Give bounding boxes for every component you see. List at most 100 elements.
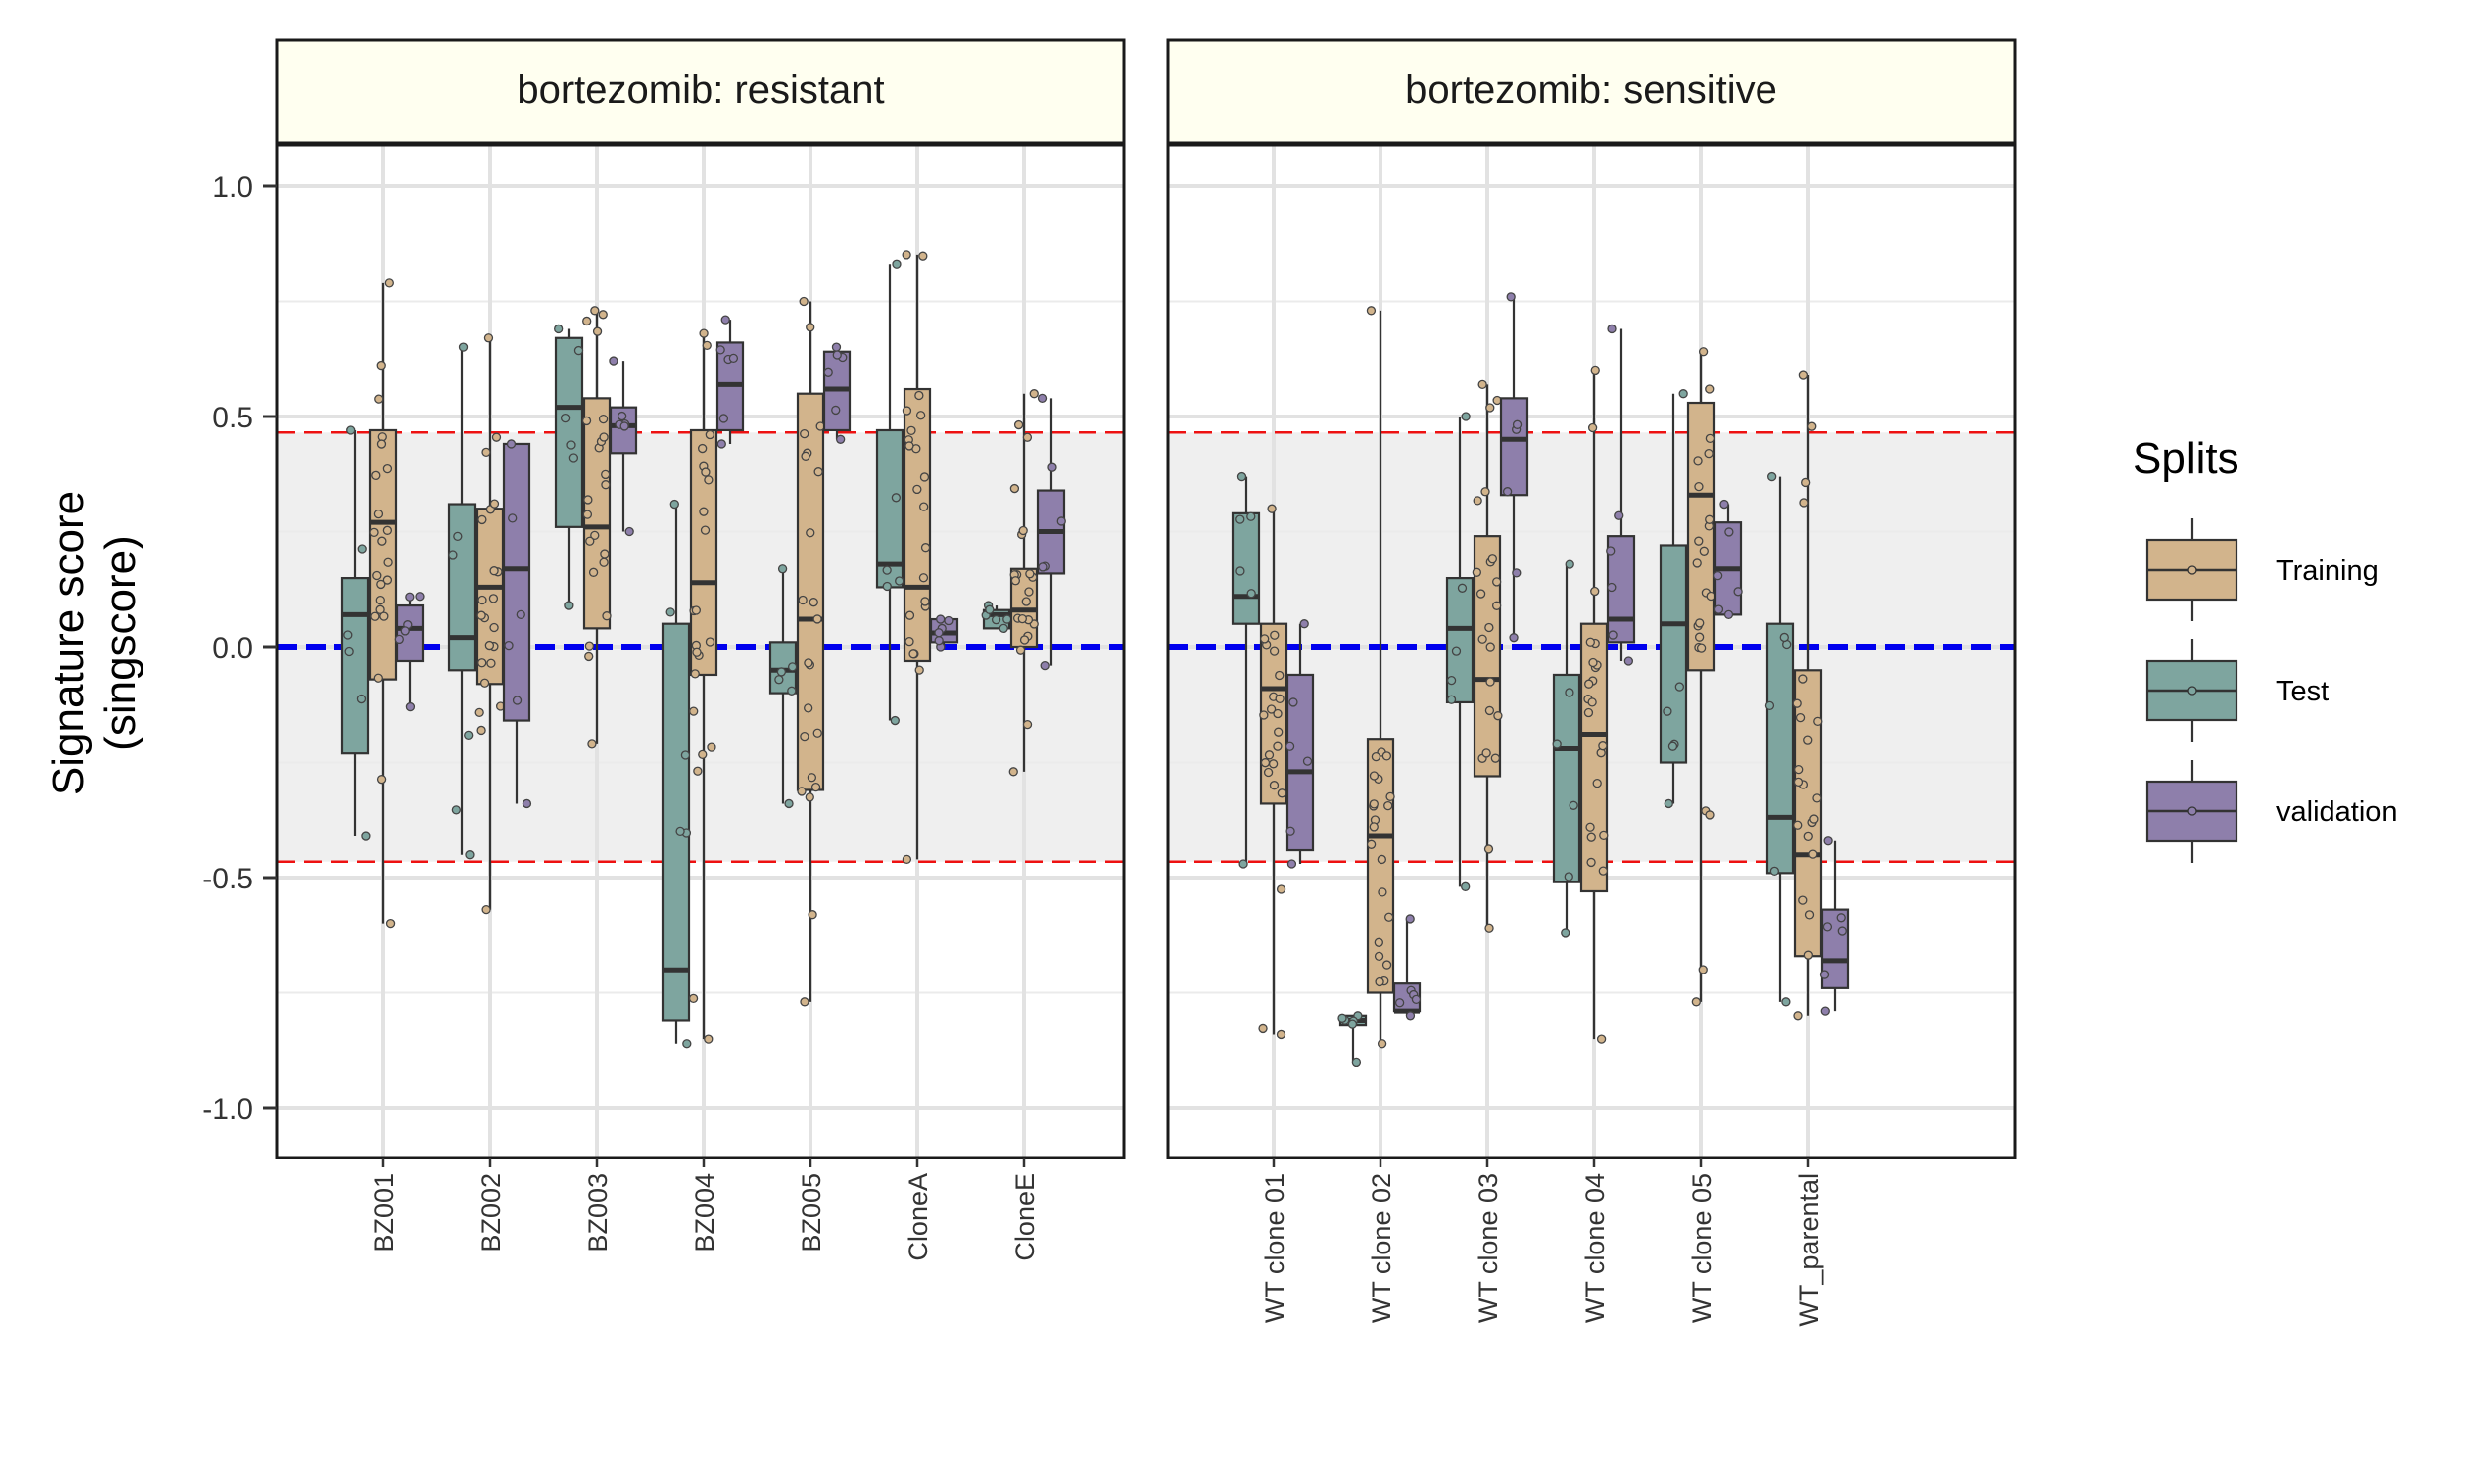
data-point xyxy=(600,549,610,559)
data-point xyxy=(1695,618,1705,628)
data-point xyxy=(1235,566,1245,576)
box-body xyxy=(447,503,477,672)
data-point xyxy=(832,350,842,360)
data-point xyxy=(1451,646,1462,656)
data-point xyxy=(912,484,922,495)
data-point xyxy=(624,526,634,537)
data-point xyxy=(1369,799,1379,809)
data-point xyxy=(1259,710,1269,720)
box-body xyxy=(554,336,584,528)
box-validation xyxy=(822,342,852,444)
data-point xyxy=(774,675,784,685)
data-point xyxy=(799,296,809,307)
data-point xyxy=(1484,622,1494,633)
data-point xyxy=(1705,514,1715,524)
legend-label: validation xyxy=(2276,796,2398,828)
data-point xyxy=(1029,389,1039,399)
data-point xyxy=(1299,619,1309,629)
data-point xyxy=(617,411,627,421)
data-point xyxy=(588,567,599,577)
data-point xyxy=(1371,751,1381,762)
data-point xyxy=(1490,753,1501,763)
box-training xyxy=(796,296,825,1007)
category-bz002 xyxy=(447,333,532,915)
data-point xyxy=(800,731,809,742)
box-training xyxy=(1366,306,1395,1049)
category-wt-clone-01 xyxy=(1231,471,1315,1040)
data-point xyxy=(1586,832,1596,842)
data-point xyxy=(1704,448,1714,459)
data-point xyxy=(1383,800,1393,811)
data-point xyxy=(373,673,383,683)
data-point xyxy=(1477,634,1487,644)
data-point xyxy=(688,993,699,1003)
box-body xyxy=(1552,673,1581,883)
data-point xyxy=(372,570,382,581)
data-point xyxy=(1493,711,1503,721)
data-point xyxy=(1385,791,1395,802)
data-point xyxy=(508,513,518,523)
data-point xyxy=(1483,844,1494,854)
data-point xyxy=(1446,695,1457,704)
data-point xyxy=(1480,487,1490,497)
category-wt-clone-04 xyxy=(1552,324,1636,1044)
data-point xyxy=(1584,679,1594,689)
data-point xyxy=(804,703,813,713)
data-point xyxy=(787,686,797,696)
data-point xyxy=(477,514,487,525)
data-point xyxy=(1024,587,1034,597)
data-point xyxy=(481,904,491,915)
data-point xyxy=(890,715,900,726)
data-point xyxy=(1285,741,1295,751)
box-validation xyxy=(1036,393,1066,671)
data-point xyxy=(1795,712,1806,723)
box-validation xyxy=(1499,292,1529,643)
data-point xyxy=(1705,433,1716,443)
data-point xyxy=(1809,814,1819,824)
data-point xyxy=(1512,419,1523,429)
data-point xyxy=(489,499,500,509)
data-point xyxy=(1667,741,1678,751)
data-point xyxy=(599,432,609,442)
y-tick-label: -0.5 xyxy=(202,863,253,895)
data-point xyxy=(1723,609,1734,620)
data-point xyxy=(1018,525,1028,536)
box-body xyxy=(1765,622,1795,875)
data-point xyxy=(1691,997,1701,1007)
data-point xyxy=(1374,937,1383,947)
data-point xyxy=(1266,704,1277,714)
data-point xyxy=(1485,642,1495,652)
legend-key-point xyxy=(2187,806,2197,816)
data-point xyxy=(1712,570,1723,581)
box-validation xyxy=(394,592,425,712)
data-point xyxy=(583,495,593,505)
legend-entry-validation: validation xyxy=(2145,760,2398,863)
data-point xyxy=(1592,778,1602,788)
legend-key-point xyxy=(2187,565,2197,575)
data-point xyxy=(777,564,788,574)
x-tick-label: BZ005 xyxy=(797,1173,826,1252)
data-point xyxy=(1733,587,1743,597)
data-point xyxy=(453,531,463,542)
data-point xyxy=(797,787,807,796)
data-point xyxy=(682,1039,692,1049)
category-wt-clone-02 xyxy=(1337,306,1422,1067)
data-point xyxy=(382,575,393,585)
category-bz003 xyxy=(554,306,638,749)
box-training xyxy=(1579,365,1609,1044)
box-validation xyxy=(1606,324,1636,666)
data-point xyxy=(384,278,394,288)
category-bz001 xyxy=(340,278,425,929)
data-point xyxy=(1277,788,1286,798)
data-point xyxy=(1587,422,1598,433)
box-body xyxy=(661,622,691,1022)
data-point xyxy=(801,451,810,461)
data-point xyxy=(590,306,600,316)
x-tick-label: BZ004 xyxy=(690,1173,719,1252)
data-point xyxy=(1793,820,1803,830)
category-bz004 xyxy=(661,315,745,1049)
box-body xyxy=(1499,397,1529,497)
data-point xyxy=(554,324,564,334)
data-point xyxy=(1614,510,1624,520)
